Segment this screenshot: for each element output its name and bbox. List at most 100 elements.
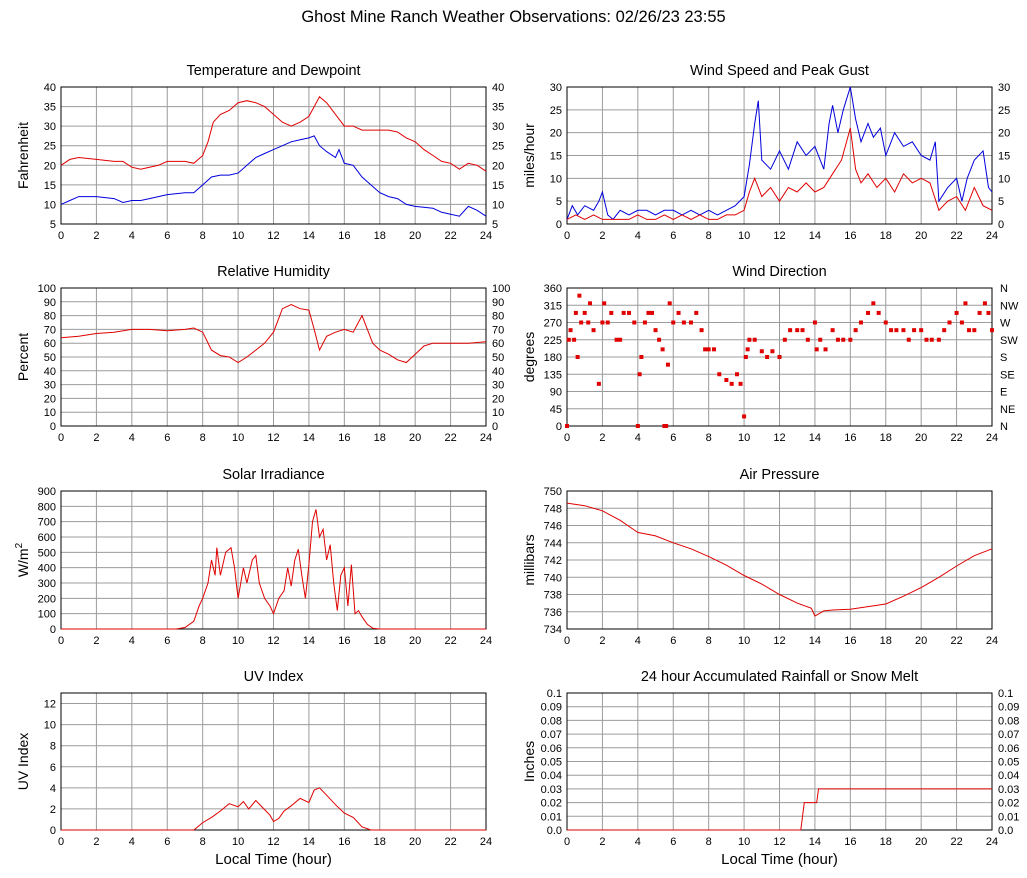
y-tick-label: 25: [44, 141, 56, 153]
data-point: [990, 328, 994, 333]
data-point: [642, 320, 647, 325]
y-tick-label-right: 80: [492, 311, 504, 323]
x-tick-label: 20: [409, 836, 421, 848]
x-tick-label: 4: [635, 635, 641, 647]
x-tick-label: 8: [706, 635, 712, 647]
series-line-blue: [566, 86, 993, 221]
compass-label: N: [1000, 421, 1008, 433]
x-tick-label: 4: [129, 836, 135, 848]
x-tick-label: 20: [915, 635, 927, 647]
series-line-red: [566, 127, 993, 220]
data-point: [770, 349, 775, 354]
x-tick-label: 18: [880, 836, 892, 848]
y-axis-label: Percent: [15, 333, 31, 381]
x-tick-label: 4: [635, 230, 641, 242]
y-tick-label-right: 5: [998, 196, 1004, 208]
y-axis-label-base: W/m: [15, 548, 31, 577]
x-tick-label: 2: [599, 836, 605, 848]
data-point: [618, 337, 623, 342]
x-tick-label: 16: [338, 230, 350, 242]
x-tick-label: 2: [599, 635, 605, 647]
series-line-red: [60, 304, 487, 364]
x-tick-label: 8: [200, 432, 206, 444]
y-tick-label: 180: [544, 352, 562, 364]
y-tick-label: 0.0: [547, 825, 562, 837]
plot-frame: [566, 86, 993, 225]
y-tick-label: 40: [44, 366, 56, 378]
y-tick-label: 40: [44, 82, 56, 94]
x-tick-label: 2: [93, 230, 99, 242]
x-tick-label: 22: [444, 230, 456, 242]
x-tick-label: 22: [444, 635, 456, 647]
chart-title: UV Index: [244, 669, 304, 685]
y-tick-label: 0: [50, 825, 56, 837]
series-line-red: [61, 787, 486, 831]
y-tick-label: 300: [38, 578, 56, 590]
data-point: [906, 337, 911, 342]
x-tick-label: 14: [303, 836, 315, 848]
y-tick-label-right: 15: [492, 180, 504, 192]
data-point: [841, 337, 846, 342]
y-tick-label-right: 0.06: [998, 743, 1019, 755]
y-tick-label: 2: [50, 804, 56, 816]
y-tick-label: 50: [44, 352, 56, 364]
data-point: [876, 310, 881, 315]
x-tick-label: 8: [200, 230, 206, 242]
data-point: [577, 293, 582, 298]
x-tick-label: 24: [986, 836, 998, 848]
data-point: [667, 301, 672, 306]
data-point: [805, 337, 810, 342]
data-point: [959, 320, 964, 325]
x-tick-label: 6: [670, 230, 676, 242]
y-tick-label: 0.09: [541, 702, 562, 714]
x-tick-label: 8: [706, 836, 712, 848]
x-tick-label: 12: [773, 836, 785, 848]
x-tick-label: 2: [93, 635, 99, 647]
y-tick-label: 0: [556, 421, 562, 433]
x-tick-label: 16: [338, 836, 350, 848]
compass-label: E: [1000, 387, 1007, 399]
x-tick-label: 16: [844, 836, 856, 848]
y-tick-label: 0.05: [541, 757, 562, 769]
x-tick-label: 0: [58, 635, 64, 647]
data-point: [609, 310, 614, 315]
y-tick-label: 750: [544, 486, 562, 498]
x-tick-label: 14: [809, 836, 821, 848]
plot-frame: [60, 692, 487, 831]
x-tick-label: 0: [564, 836, 570, 848]
data-point: [966, 328, 971, 333]
y-tick-label: 5: [50, 219, 56, 231]
chart-title: Wind Speed and Peak Gust: [690, 63, 869, 79]
y-tick-label-right: 100: [492, 283, 510, 295]
x-tick-label: 6: [164, 230, 170, 242]
y-tick-label: 5: [556, 196, 562, 208]
data-point: [614, 337, 619, 342]
x-tick-label: 14: [809, 432, 821, 444]
x-tick-label: 14: [809, 635, 821, 647]
x-tick-label: 6: [670, 432, 676, 444]
y-tick-label-right: 0.02: [998, 798, 1019, 810]
data-point: [883, 320, 888, 325]
data-point: [621, 310, 626, 315]
x-tick-label: 24: [986, 635, 998, 647]
x-tick-label: 8: [200, 836, 206, 848]
y-tick-label: 738: [544, 590, 562, 602]
page-title: Ghost Mine Ranch Weather Observations: 0…: [301, 8, 726, 26]
plot-frame: [60, 86, 487, 225]
y-tick-label: 0.1: [547, 688, 562, 700]
x-tick-label: 4: [635, 432, 641, 444]
data-point: [653, 328, 658, 333]
y-tick-label-right: 10: [492, 199, 504, 211]
x-tick-label: 22: [444, 432, 456, 444]
y-axis-label: millibars: [521, 534, 537, 585]
data-point: [703, 347, 708, 352]
data-point: [566, 337, 571, 342]
y-tick-label: 742: [544, 555, 562, 567]
chart-title: Solar Irradiance: [222, 467, 324, 483]
x-tick-label: 18: [374, 230, 386, 242]
data-point: [871, 301, 876, 306]
x-tick-label: 6: [164, 836, 170, 848]
data-point: [602, 301, 607, 306]
